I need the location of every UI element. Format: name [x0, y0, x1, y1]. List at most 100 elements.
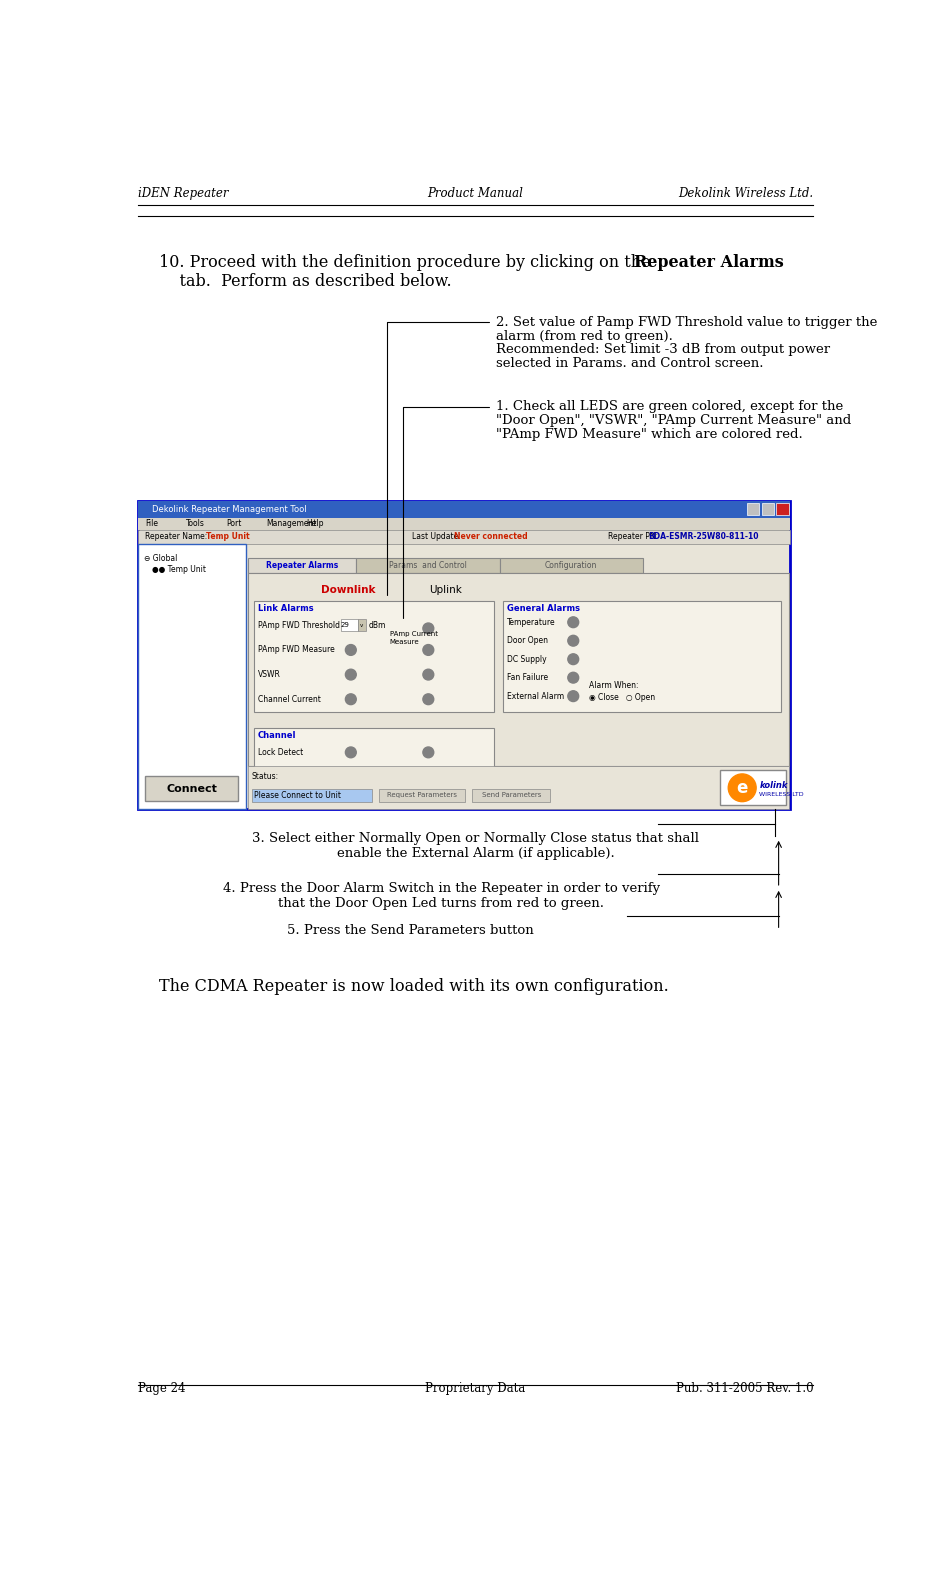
Circle shape: [423, 694, 433, 705]
Text: 10. Proceed with the definition procedure by clicking on the: 10. Proceed with the definition procedur…: [159, 255, 654, 271]
Circle shape: [423, 622, 433, 634]
Circle shape: [567, 691, 578, 702]
Text: Page 24: Page 24: [137, 1382, 185, 1395]
Text: BDA-ESMR-25W80-811-10: BDA-ESMR-25W80-811-10: [647, 532, 757, 541]
Circle shape: [567, 616, 578, 627]
Text: VSWR: VSWR: [258, 670, 280, 680]
Text: "PAmp FWD Measure" which are colored red.: "PAmp FWD Measure" which are colored red…: [495, 428, 802, 441]
Text: Door Open: Door Open: [507, 637, 548, 645]
Circle shape: [423, 747, 433, 758]
Text: Repeater Alarms: Repeater Alarms: [634, 255, 783, 271]
Bar: [719, 771, 785, 806]
Text: Management: Management: [266, 519, 316, 529]
Text: WIRELESS LTD: WIRELESS LTD: [758, 793, 803, 798]
Text: Dekolink Repeater Management Tool: Dekolink Repeater Management Tool: [151, 505, 306, 514]
Text: selected in Params. and Control screen.: selected in Params. and Control screen.: [495, 357, 762, 371]
Bar: [251, 788, 372, 802]
Text: 1. Check all LEDS are green colored, except for the: 1. Check all LEDS are green colored, exc…: [495, 401, 842, 414]
Text: Temperature: Temperature: [507, 618, 555, 627]
Text: PAmp FWD Measure: PAmp FWD Measure: [258, 645, 335, 654]
Text: that the Door Open Led turns from red to green.: that the Door Open Led turns from red to…: [278, 898, 603, 911]
Bar: [761, 503, 773, 516]
Text: Tools: Tools: [185, 519, 205, 529]
Text: Repeater PN:: Repeater PN:: [607, 532, 659, 541]
Text: PAmp FWD Threshold: PAmp FWD Threshold: [258, 621, 339, 630]
Circle shape: [345, 669, 356, 680]
Text: Dekolink Wireless Ltd.: Dekolink Wireless Ltd.: [678, 188, 813, 201]
Bar: [137, 500, 790, 517]
Text: kolink: kolink: [758, 782, 787, 790]
Text: 4. Press the Door Alarm Switch in the Repeater in order to verify: 4. Press the Door Alarm Switch in the Re…: [222, 882, 659, 895]
Text: ⊖ Global: ⊖ Global: [144, 554, 177, 564]
Circle shape: [567, 654, 578, 664]
Text: Channel: Channel: [258, 731, 296, 740]
Text: Link Alarms: Link Alarms: [258, 603, 313, 613]
Bar: [248, 557, 356, 573]
Circle shape: [345, 694, 356, 705]
Text: dBm: dBm: [368, 621, 386, 630]
Bar: [746, 503, 758, 516]
Circle shape: [423, 669, 433, 680]
Bar: [254, 600, 494, 712]
Bar: [340, 619, 358, 632]
Bar: [503, 600, 781, 712]
Bar: [499, 557, 642, 573]
Text: Fan Failure: Fan Failure: [507, 673, 548, 683]
Circle shape: [567, 635, 578, 646]
Circle shape: [728, 774, 756, 802]
Circle shape: [345, 645, 356, 656]
Bar: [137, 517, 790, 530]
Text: Recommended: Set limit -3 dB from output power: Recommended: Set limit -3 dB from output…: [495, 344, 829, 357]
Text: Request Parameters: Request Parameters: [387, 793, 457, 799]
Bar: [472, 788, 550, 802]
Text: Proprietary Data: Proprietary Data: [425, 1382, 526, 1395]
Text: e: e: [736, 778, 747, 796]
Text: v: v: [360, 622, 362, 627]
Text: Repeater Alarms: Repeater Alarms: [266, 560, 337, 570]
Text: Pub. 311-2005 Rev. 1.0: Pub. 311-2005 Rev. 1.0: [675, 1382, 813, 1395]
Text: 2. Set value of Pamp FWD Threshold value to trigger the: 2. Set value of Pamp FWD Threshold value…: [495, 315, 876, 330]
Bar: [137, 500, 790, 809]
Text: Port: Port: [226, 519, 241, 529]
Text: ●● Temp Unit: ●● Temp Unit: [151, 565, 206, 575]
Bar: [137, 544, 246, 809]
Text: External Alarm: External Alarm: [507, 691, 564, 700]
Text: Help: Help: [306, 519, 324, 529]
Text: Status:: Status:: [251, 772, 278, 782]
Circle shape: [345, 747, 356, 758]
Text: alarm (from red to green).: alarm (from red to green).: [495, 330, 672, 342]
Text: PAmp Current
Measure: PAmp Current Measure: [389, 632, 438, 645]
Bar: [254, 728, 494, 774]
Text: The CDMA Repeater is now loaded with its own configuration.: The CDMA Repeater is now loaded with its…: [159, 977, 667, 995]
Text: "Door Open", "VSWR", "PAmp Current Measure" and: "Door Open", "VSWR", "PAmp Current Measu…: [495, 414, 850, 427]
Text: Uplink: Uplink: [428, 584, 462, 595]
Text: 3. Select either Normally Open or Normally Close status that shall: 3. Select either Normally Open or Normal…: [252, 831, 698, 845]
Text: Params  and Control: Params and Control: [388, 560, 466, 570]
Circle shape: [423, 645, 433, 656]
Bar: [137, 530, 790, 544]
Bar: [776, 503, 788, 516]
Text: Lock Detect: Lock Detect: [258, 748, 303, 756]
Bar: [248, 573, 788, 766]
Text: 29: 29: [340, 622, 349, 629]
Text: Temp Unit: Temp Unit: [206, 532, 249, 541]
Text: Product Manual: Product Manual: [427, 188, 523, 201]
Text: Repeater Name:: Repeater Name:: [146, 532, 210, 541]
Text: DC Supply: DC Supply: [507, 654, 546, 664]
Text: enable the External Alarm (if applicable).: enable the External Alarm (if applicable…: [337, 847, 614, 860]
Text: General Alarms: General Alarms: [507, 603, 579, 613]
Circle shape: [567, 672, 578, 683]
Text: Alarm When:: Alarm When:: [588, 681, 638, 689]
Bar: [358, 619, 365, 632]
Text: Never connected: Never connected: [454, 532, 527, 541]
Text: ◉ Close   ○ Open: ◉ Close ○ Open: [588, 693, 654, 702]
Text: Connect: Connect: [166, 783, 217, 793]
Bar: [146, 777, 238, 801]
Text: tab.  Perform as described below.: tab. Perform as described below.: [159, 272, 451, 290]
Bar: [379, 788, 464, 802]
Bar: [248, 766, 788, 809]
Text: File: File: [146, 519, 159, 529]
Bar: [356, 557, 499, 573]
Text: Please Connect to Unit: Please Connect to Unit: [254, 791, 340, 801]
Text: Send Parameters: Send Parameters: [481, 793, 540, 799]
